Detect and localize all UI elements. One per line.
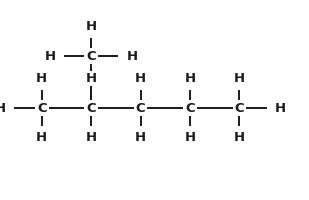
Text: H: H [36,72,47,85]
Text: H: H [44,49,56,62]
Text: C: C [185,102,195,114]
Text: H: H [0,102,6,114]
Text: H: H [275,102,286,114]
Text: H: H [135,72,146,85]
Text: C: C [136,102,146,114]
Text: H: H [86,131,97,144]
Text: C: C [86,49,96,62]
Text: H: H [234,72,245,85]
Text: C: C [235,102,244,114]
Text: H: H [86,20,97,33]
Text: H: H [184,131,196,144]
Text: H: H [234,131,245,144]
Text: H: H [36,131,47,144]
Text: H: H [135,131,146,144]
Text: H: H [127,49,138,62]
Text: H: H [86,72,97,85]
Text: C: C [86,102,96,114]
Text: C: C [37,102,47,114]
Text: H: H [184,72,196,85]
